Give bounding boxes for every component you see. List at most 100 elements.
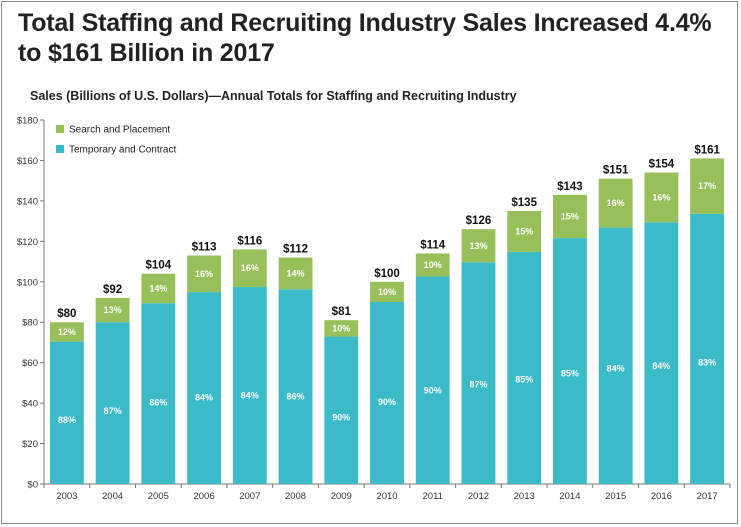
pct-label-temporary: 86%	[149, 398, 167, 408]
bar-temporary-2008	[278, 289, 313, 484]
y-tick-label: $100	[17, 277, 38, 288]
total-label: $81	[332, 306, 352, 318]
bar-temporary-2006	[187, 292, 221, 484]
pct-label-temporary: 84%	[652, 361, 670, 371]
bar-search-2016	[644, 172, 679, 223]
pct-label-temporary: 90%	[424, 386, 442, 396]
pct-label-temporary: 88%	[58, 415, 76, 425]
bar-search-2006	[187, 255, 221, 293]
total-label: $151	[603, 165, 629, 177]
pct-label-temporary: 84%	[607, 364, 625, 374]
x-tick-label: 2009	[331, 491, 352, 502]
x-tick-label: 2005	[148, 491, 169, 502]
pct-label-temporary: 90%	[378, 397, 396, 407]
pct-label-temporary: 84%	[241, 390, 259, 400]
bar-search-2003	[49, 322, 84, 342]
pct-label-temporary: 87%	[104, 406, 122, 416]
bar-temporary-2013	[507, 251, 542, 484]
bar-search-2013	[507, 211, 542, 252]
chart-subtitle: Sales (Billions of U.S. Dollars)—Annual …	[30, 89, 517, 103]
pct-label-search: 16%	[195, 269, 213, 279]
x-tick-label: 2004	[102, 491, 123, 502]
x-tick-label: 2008	[285, 491, 306, 502]
pct-label-search: 14%	[149, 283, 167, 293]
bar-temporary-2011	[415, 276, 450, 484]
legend-swatch	[56, 125, 64, 133]
bar-temporary-2004	[95, 322, 130, 484]
legend-label: Search and Placement	[69, 125, 170, 136]
x-tick-label: 2016	[651, 491, 672, 502]
total-label: $112	[283, 244, 308, 256]
bar-search-2009	[324, 320, 359, 337]
bar-temporary-2005	[141, 303, 176, 484]
x-tick-label: 2014	[559, 491, 580, 502]
x-tick-label: 2012	[468, 491, 489, 502]
pct-label-temporary: 83%	[698, 357, 716, 367]
chart-title: Total Staffing and Recruiting Industry S…	[18, 9, 712, 67]
x-tick-label: 2007	[239, 491, 260, 502]
bar-temporary-2009	[324, 336, 359, 484]
pct-label-search: 10%	[378, 287, 396, 297]
bar-temporary-2016	[644, 222, 679, 484]
total-label: $135	[511, 197, 537, 209]
legend-label: Temporary and Contract	[69, 145, 176, 156]
bar-temporary-2010	[370, 302, 404, 484]
x-tick-label: 2017	[697, 491, 718, 502]
bar-search-2007	[232, 249, 267, 288]
total-label: $143	[557, 181, 583, 193]
x-tick-label: 2006	[193, 491, 214, 502]
bar-temporary-2017	[690, 213, 725, 484]
y-tick-label: $120	[17, 237, 38, 248]
bar-search-2017	[690, 158, 725, 214]
x-tick-label: 2015	[605, 491, 626, 502]
pct-label-search: 16%	[652, 192, 670, 202]
pct-label-search: 16%	[607, 198, 625, 208]
pct-label-search: 10%	[424, 260, 442, 270]
x-tick-label: 2011	[423, 491, 443, 502]
total-label: $100	[374, 268, 400, 280]
bar-search-2004	[95, 297, 130, 323]
x-tick-label: 2010	[376, 491, 397, 502]
pct-label-temporary: 86%	[287, 391, 305, 401]
total-label: $80	[57, 308, 76, 320]
pct-label-search: 10%	[332, 323, 350, 333]
y-tick-label: $180	[17, 116, 38, 127]
legend-swatch	[56, 145, 64, 153]
pct-label-search: 13%	[469, 241, 487, 251]
bar-search-2008	[278, 257, 313, 290]
pct-label-search: 15%	[561, 211, 579, 221]
pct-label-search: 14%	[287, 268, 305, 278]
pct-label-search: 12%	[58, 327, 76, 337]
pct-label-temporary: 85%	[515, 375, 533, 385]
y-tick-label: $20	[22, 439, 38, 450]
y-tick-label: $140	[17, 196, 38, 207]
bar-search-2010	[370, 281, 404, 302]
pct-label-search: 15%	[515, 226, 533, 236]
bar-search-2012	[461, 229, 496, 263]
total-label: $104	[146, 260, 172, 272]
y-tick-label: $60	[22, 358, 38, 369]
total-label: $113	[192, 241, 217, 253]
x-tick-label: 2013	[514, 491, 535, 502]
total-label: $116	[237, 235, 262, 247]
total-label: $161	[694, 144, 720, 156]
pct-label-search: 13%	[104, 305, 122, 315]
pct-label-temporary: 87%	[469, 379, 487, 389]
bar-search-2014	[553, 194, 587, 239]
bar-temporary-2014	[553, 238, 587, 484]
total-label: $126	[466, 215, 492, 227]
total-label: $92	[103, 284, 122, 296]
pct-label-temporary: 84%	[195, 393, 213, 403]
total-label: $114	[420, 239, 446, 251]
pct-label-temporary: 90%	[332, 413, 350, 423]
bar-search-2015	[598, 178, 633, 228]
total-label: $154	[649, 159, 675, 171]
bar-temporary-2015	[598, 227, 633, 485]
y-tick-label: $160	[17, 156, 38, 167]
bar-temporary-2003	[49, 341, 84, 484]
y-tick-label: $0	[27, 480, 38, 491]
pct-label-temporary: 85%	[561, 368, 579, 378]
x-tick-label: 2003	[56, 491, 77, 502]
pct-label-search: 16%	[241, 263, 259, 273]
